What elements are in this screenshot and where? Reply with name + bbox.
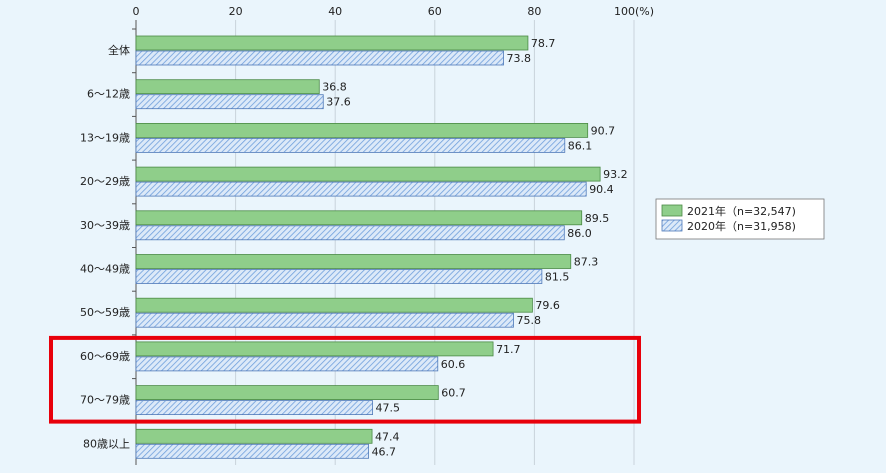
- value-label: 47.4: [375, 430, 400, 443]
- bar-2020: [135, 312, 514, 328]
- category-label: 13～19歳: [80, 131, 130, 144]
- value-label: 90.4: [589, 183, 614, 196]
- value-label: 75.8: [516, 314, 541, 327]
- highlight-box: [49, 335, 641, 424]
- legend-swatch: [661, 204, 683, 217]
- legend-label: 2021年（n=32,547): [687, 204, 796, 218]
- bar-2020: [135, 50, 504, 66]
- bar-2021: [135, 79, 320, 95]
- x-tick-label: 100(%): [614, 5, 654, 18]
- bar-2020: [135, 269, 543, 284]
- value-label: 36.8: [322, 81, 347, 94]
- gridlines: [132, 20, 635, 465]
- bar-2020: [135, 94, 324, 110]
- value-label: 81.5: [545, 271, 570, 284]
- value-label: 73.8: [507, 52, 532, 65]
- category-label: 60～69歳: [80, 350, 130, 363]
- value-label: 47.5: [376, 402, 401, 415]
- bar-2021: [135, 210, 583, 226]
- bar-2021: [135, 385, 439, 401]
- bar-2020: [135, 137, 566, 153]
- value-label: 89.5: [585, 212, 610, 225]
- category-label: 50～59歳: [80, 306, 130, 319]
- x-tick-label: 60: [428, 5, 442, 18]
- bar-2020: [135, 181, 587, 197]
- bar-2021: [135, 254, 572, 269]
- value-label: 78.7: [531, 37, 556, 50]
- value-label: 93.2: [603, 168, 628, 181]
- value-label: 46.7: [372, 445, 397, 458]
- highlight-rectangle: [49, 335, 641, 424]
- value-label: 86.0: [567, 227, 592, 240]
- legend-swatch: [661, 219, 683, 232]
- bar-2021: [135, 297, 533, 313]
- category-label: 40～49歳: [80, 263, 130, 276]
- legend: 2021年（n=32,547)2020年（n=31,958): [655, 198, 825, 240]
- value-label: 71.7: [496, 343, 521, 356]
- legend-box: [655, 198, 825, 240]
- category-label: 6～12歳: [87, 88, 130, 101]
- bar-2020: [135, 225, 565, 241]
- value-label: 60.6: [441, 358, 466, 371]
- x-axis-ticks: 0 20 40 60 80 100(%): [133, 5, 655, 18]
- category-label: 20～29歳: [80, 175, 130, 188]
- value-label: 79.6: [535, 299, 560, 312]
- value-label: 87.3: [574, 256, 599, 269]
- bar-2021: [135, 123, 589, 138]
- category-label: 70～79歳: [80, 394, 130, 407]
- category-label: 全体: [108, 43, 130, 57]
- bar-2021: [135, 166, 601, 182]
- value-labels: 78.7 73.8 36.8 37.6 90.7 86.1 93.2 90.4 89.5 86.0…: [322, 37, 627, 458]
- category-label: 80歳以上: [83, 437, 130, 450]
- category-labels: 全体 6～12歳 13～19歳 20～29歳 30～39歳 40～49歳 50～59歳 60～…: [80, 43, 130, 450]
- x-tick-label: 40: [328, 5, 342, 18]
- legend-label: 2020年（n=31,958): [687, 219, 796, 233]
- value-label: 37.6: [326, 96, 351, 109]
- x-tick-label: 80: [527, 5, 541, 18]
- value-label: 90.7: [591, 124, 616, 137]
- bar-2020: [135, 356, 439, 372]
- bar-2021: [135, 35, 529, 51]
- bar-2021: [135, 428, 373, 444]
- x-tick-label: 0: [133, 5, 140, 18]
- value-label: 60.7: [441, 387, 466, 400]
- value-label: 86.1: [568, 139, 593, 152]
- bar-2021: [135, 341, 494, 357]
- x-tick-label: 20: [229, 5, 243, 18]
- bar-2020: [135, 400, 373, 416]
- bar-2020: [135, 443, 369, 459]
- bars: [135, 35, 601, 459]
- category-label: 30～39歳: [80, 219, 130, 232]
